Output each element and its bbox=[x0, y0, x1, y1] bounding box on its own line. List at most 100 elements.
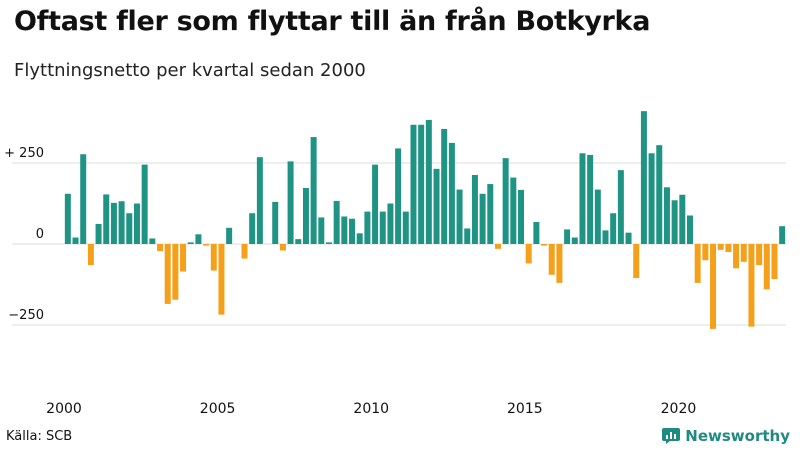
bar bbox=[279, 244, 286, 251]
bar bbox=[433, 168, 440, 244]
bar bbox=[72, 237, 79, 244]
bar bbox=[587, 154, 594, 244]
bar bbox=[118, 201, 125, 244]
chart-subtitle: Flyttningsnetto per kvartal sedan 2000 bbox=[14, 60, 366, 81]
bar bbox=[418, 124, 425, 244]
bar bbox=[487, 184, 494, 244]
bar bbox=[633, 244, 640, 279]
bar bbox=[625, 232, 632, 244]
bar bbox=[710, 244, 717, 329]
bar bbox=[333, 200, 340, 244]
source-note: Källa: SCB bbox=[6, 429, 73, 444]
bar bbox=[249, 213, 256, 244]
bar bbox=[203, 244, 210, 246]
bar bbox=[318, 217, 325, 244]
y-axis-labels: + 250 0 −250 bbox=[4, 146, 44, 323]
bar bbox=[410, 124, 417, 244]
bar bbox=[356, 233, 363, 244]
x-tick-label: 2000 bbox=[46, 401, 82, 417]
bar bbox=[564, 229, 571, 244]
newsworthy-logo-icon bbox=[662, 428, 681, 444]
y-tick-label: 0 bbox=[36, 227, 44, 242]
bar bbox=[518, 189, 525, 244]
bar bbox=[779, 226, 786, 244]
bar bbox=[402, 211, 409, 244]
bar bbox=[686, 215, 693, 244]
bar bbox=[602, 230, 609, 244]
bar bbox=[256, 157, 263, 244]
brand-name: Newsworthy bbox=[685, 427, 790, 445]
bar bbox=[640, 111, 647, 244]
bar bbox=[180, 244, 187, 272]
bar bbox=[187, 242, 194, 244]
bar bbox=[502, 158, 509, 244]
bar bbox=[456, 189, 463, 244]
bar bbox=[210, 244, 217, 271]
bar bbox=[448, 142, 455, 244]
bar bbox=[541, 244, 548, 246]
x-tick-label: 2005 bbox=[200, 401, 236, 417]
bar bbox=[617, 170, 624, 244]
bar bbox=[126, 213, 133, 244]
x-tick-label: 2015 bbox=[507, 401, 543, 417]
bar bbox=[87, 244, 94, 266]
bar bbox=[157, 244, 164, 252]
bar bbox=[425, 119, 432, 244]
bars bbox=[64, 111, 786, 329]
bar bbox=[302, 187, 309, 244]
bar bbox=[141, 164, 148, 244]
bar bbox=[395, 148, 402, 244]
x-tick-label: 2020 bbox=[661, 401, 697, 417]
bar bbox=[287, 161, 294, 244]
bar bbox=[80, 154, 87, 244]
bar bbox=[95, 223, 102, 244]
bar bbox=[494, 244, 501, 249]
bar bbox=[379, 211, 386, 244]
bar bbox=[533, 221, 540, 244]
bar bbox=[525, 244, 532, 264]
bar bbox=[763, 244, 770, 290]
bar bbox=[341, 216, 348, 244]
bar bbox=[556, 244, 563, 283]
chart-title: Oftast fler som flyttar till än från Bot… bbox=[14, 6, 651, 37]
bar bbox=[325, 242, 332, 244]
bar bbox=[479, 193, 486, 244]
bar bbox=[702, 244, 709, 261]
bar bbox=[671, 200, 678, 244]
bar bbox=[464, 228, 471, 244]
bar bbox=[149, 238, 156, 244]
bar bbox=[571, 237, 578, 244]
y-tick-label: −250 bbox=[8, 308, 44, 323]
bar bbox=[64, 193, 71, 244]
bar bbox=[195, 234, 202, 244]
bar bbox=[756, 244, 763, 266]
bar bbox=[548, 244, 555, 275]
bar bbox=[648, 153, 655, 244]
y-tick-label: + 250 bbox=[4, 146, 44, 161]
bar bbox=[717, 244, 724, 250]
bar bbox=[272, 201, 279, 244]
bar bbox=[110, 202, 117, 244]
bar bbox=[679, 194, 686, 244]
bar bbox=[372, 164, 379, 244]
bar bbox=[133, 203, 140, 244]
bar bbox=[349, 218, 356, 244]
x-axis-labels: 2000 2005 2010 2015 2020 bbox=[46, 401, 696, 417]
bar bbox=[610, 213, 617, 244]
bar bbox=[740, 244, 747, 262]
bar bbox=[594, 189, 601, 244]
bar bbox=[172, 244, 179, 300]
bar bbox=[510, 177, 517, 244]
bar bbox=[218, 244, 225, 315]
bar bbox=[310, 137, 317, 244]
bar bbox=[748, 244, 755, 327]
bar bbox=[364, 211, 371, 244]
bar bbox=[694, 244, 701, 283]
bar bbox=[241, 244, 248, 259]
bar bbox=[733, 244, 740, 269]
bar bbox=[441, 128, 448, 244]
bar bbox=[226, 227, 233, 244]
bar bbox=[579, 153, 586, 244]
bar bbox=[164, 244, 171, 304]
